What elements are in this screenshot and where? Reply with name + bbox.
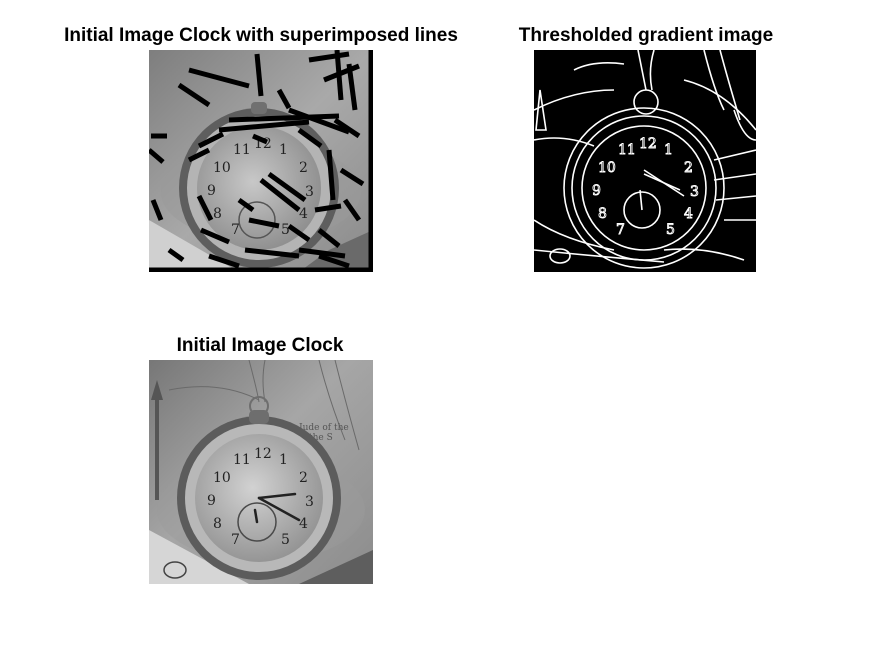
svg-text:7: 7	[231, 532, 240, 548]
svg-text:3: 3	[305, 184, 314, 200]
svg-text:1: 1	[279, 142, 288, 158]
svg-text:3: 3	[305, 494, 314, 510]
clock-image: Jude of the the S 11 12 1 10 2 9 3 8 4 7…	[149, 360, 373, 584]
svg-text:9: 9	[207, 183, 216, 199]
svg-text:12: 12	[254, 446, 272, 462]
svg-text:8: 8	[213, 516, 222, 532]
title-superimposed-lines: Initial Image Clock with superimposed li…	[64, 25, 458, 46]
svg-text:5: 5	[281, 532, 290, 548]
svg-text:8: 8	[598, 206, 607, 222]
svg-text:2: 2	[299, 160, 308, 176]
svg-text:11: 11	[618, 142, 636, 158]
svg-text:8: 8	[213, 206, 222, 222]
svg-text:7: 7	[231, 222, 240, 238]
axes-superimposed-lines: 11 12 1 10 2 9 3 8 4 7 5	[149, 50, 373, 272]
edge-lines	[534, 50, 756, 269]
superimposed-lines	[149, 50, 373, 272]
svg-text:3: 3	[690, 184, 699, 200]
svg-text:2: 2	[299, 470, 308, 486]
clock-numerals-initial: 11 12 1 10 2 9 3 8 4 7 5	[207, 446, 314, 548]
svg-text:5: 5	[666, 222, 675, 238]
svg-text:7: 7	[616, 222, 625, 238]
svg-text:11: 11	[233, 142, 251, 158]
svg-text:9: 9	[592, 183, 601, 199]
svg-text:5: 5	[281, 222, 290, 238]
svg-text:4: 4	[299, 206, 308, 222]
svg-text:Jude of the: Jude of the	[298, 423, 349, 433]
svg-text:10: 10	[598, 160, 616, 176]
svg-text:2: 2	[684, 160, 693, 176]
axes-thresholded-gradient: 11 12 1 10 2 9 3 8 4 7 5	[534, 50, 756, 272]
title-initial-image: Initial Image Clock	[176, 335, 344, 356]
svg-text:10: 10	[213, 470, 231, 486]
clock-lines-image: 11 12 1 10 2 9 3 8 4 7 5	[149, 50, 373, 272]
axes-initial-image: Jude of the the S 11 12 1 10 2 9 3 8 4 7…	[149, 360, 373, 584]
svg-text:1: 1	[279, 452, 288, 468]
svg-text:9: 9	[207, 493, 216, 509]
edge-numerals: 11 12 1 10 2 9 3 8 4 7 5	[592, 136, 700, 239]
svg-text:4: 4	[684, 206, 693, 222]
svg-text:the S: the S	[309, 433, 333, 443]
title-thresholded-gradient: Thresholded gradient image	[518, 25, 774, 46]
svg-text:1: 1	[664, 142, 673, 158]
svg-text:4: 4	[299, 516, 308, 532]
clock-numerals: 11 12 1 10 2 9 3 8 4 7 5	[207, 136, 314, 238]
gradient-edge-image: 11 12 1 10 2 9 3 8 4 7 5	[534, 50, 756, 272]
svg-text:12: 12	[639, 136, 657, 152]
svg-text:11: 11	[233, 452, 251, 468]
svg-text:10: 10	[213, 160, 231, 176]
